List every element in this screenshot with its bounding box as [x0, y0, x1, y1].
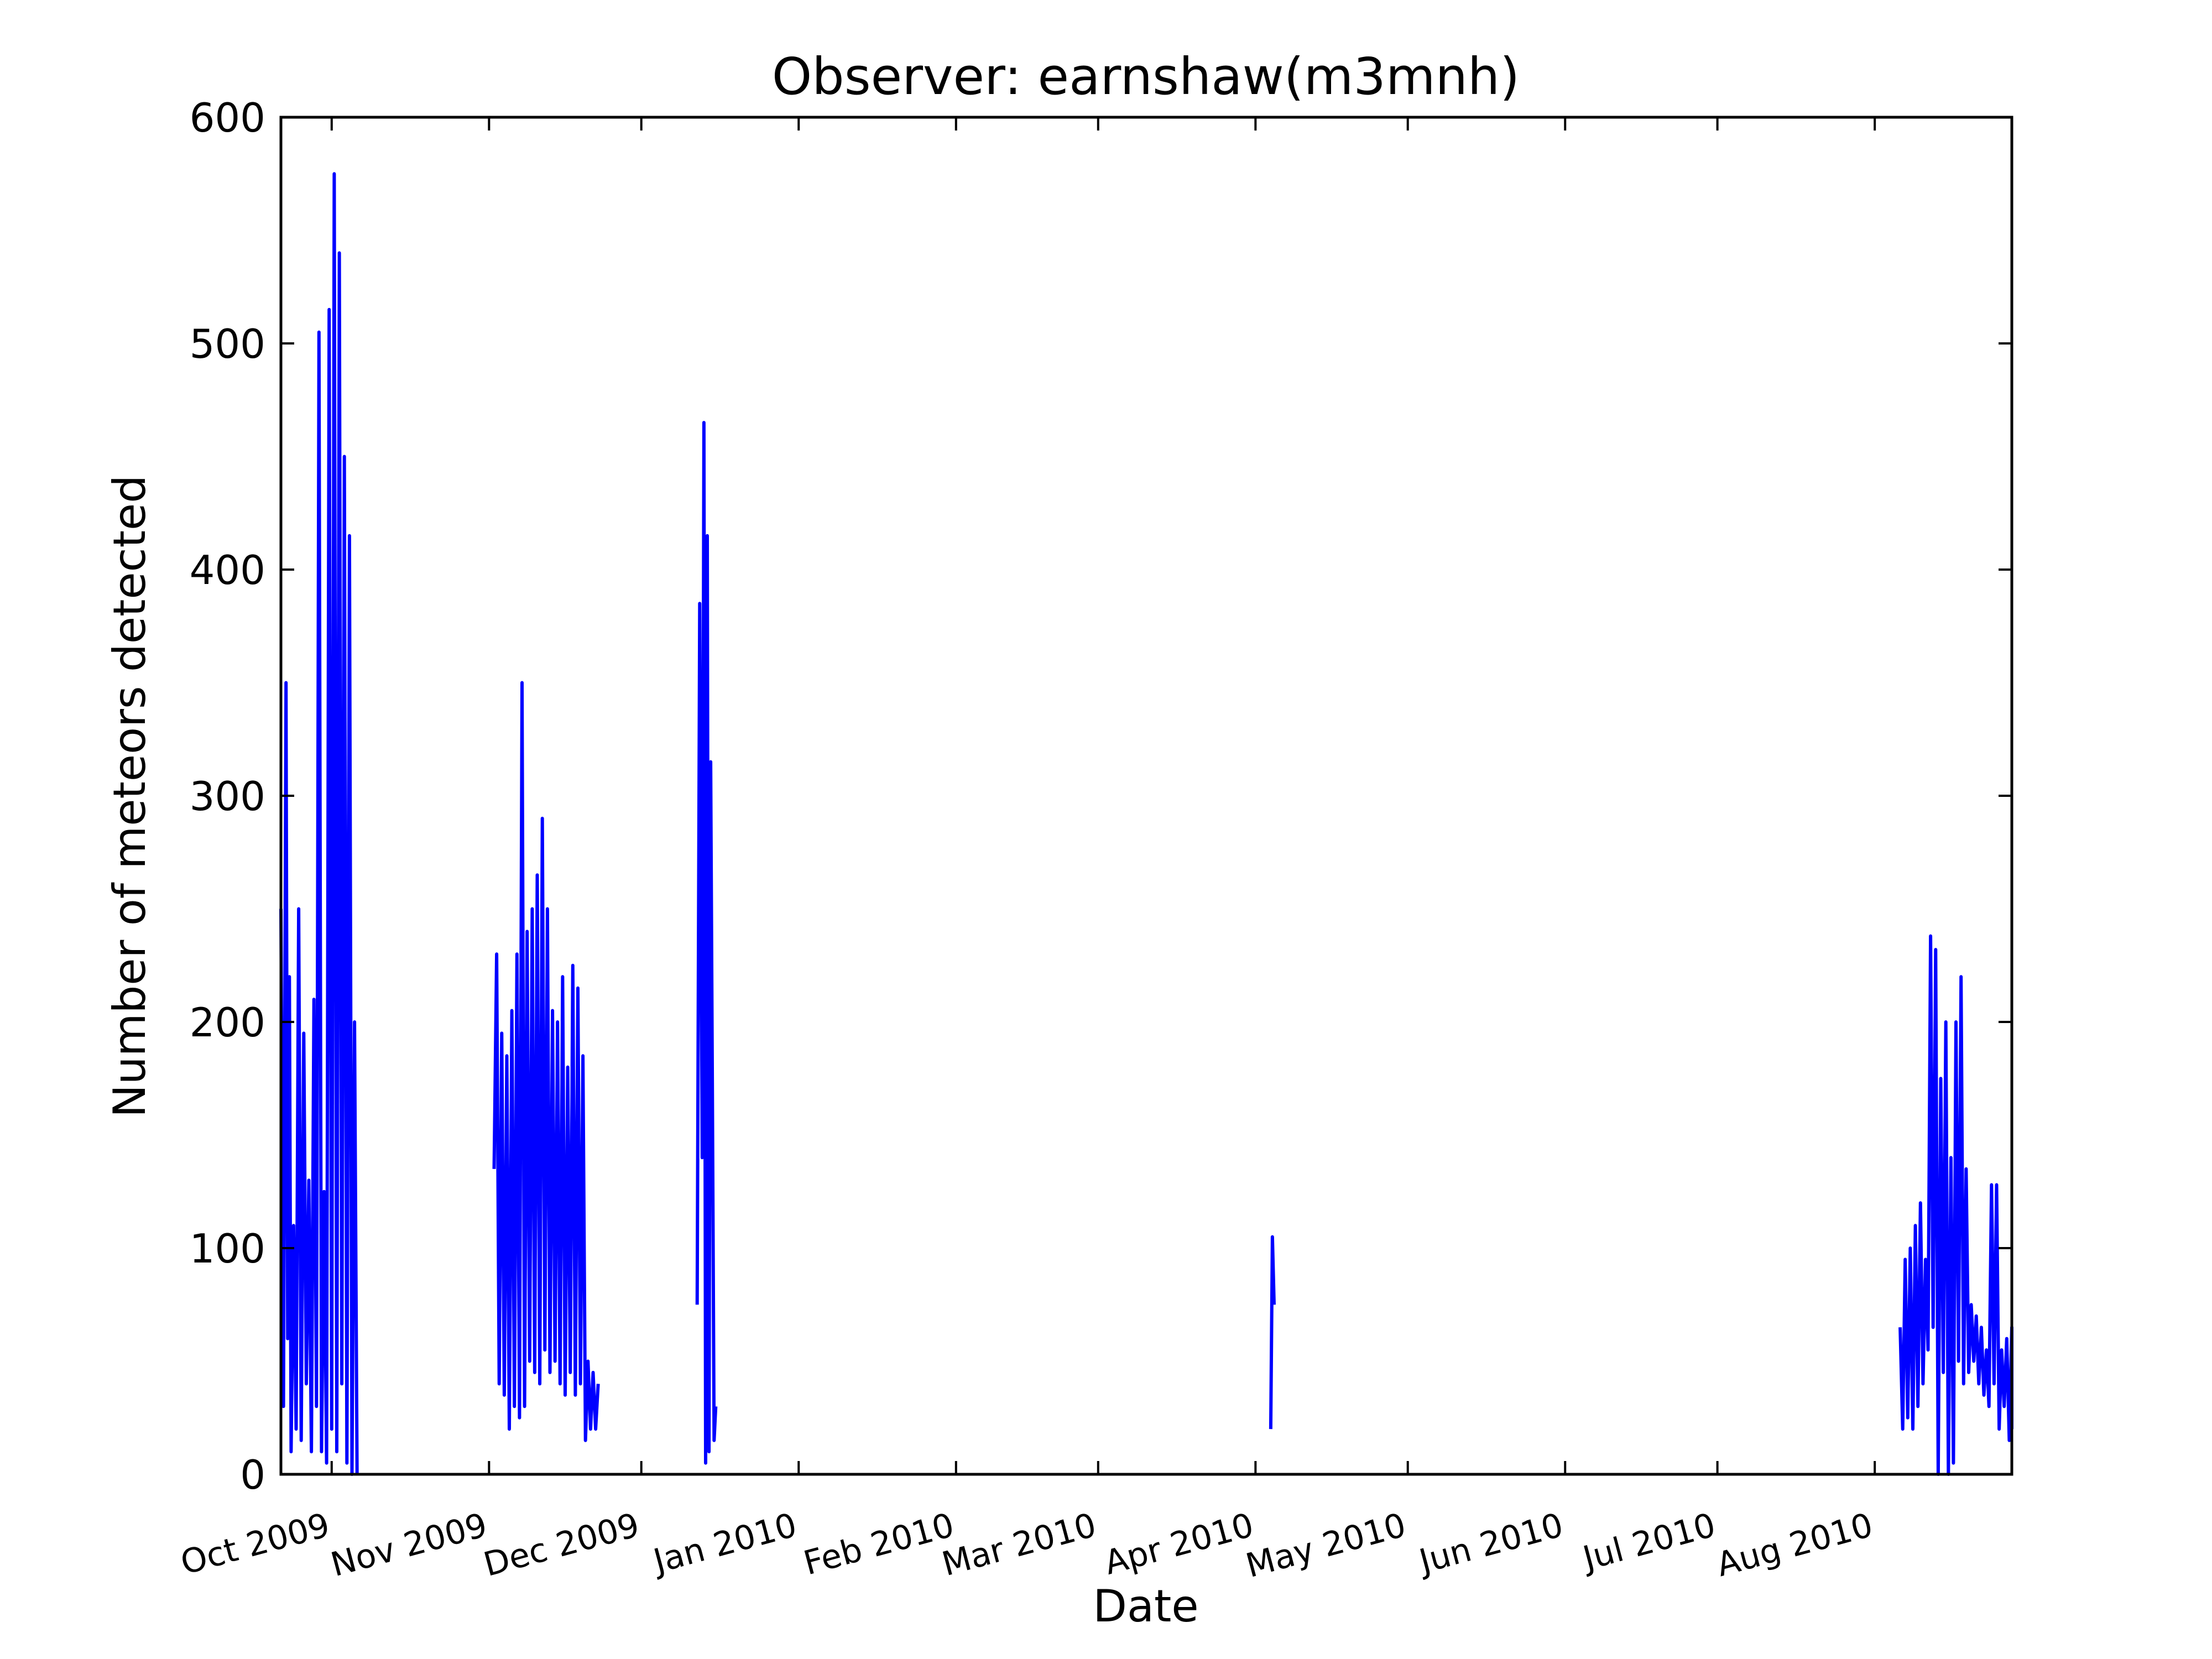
y-tick-label: 0 — [240, 1452, 265, 1498]
chart-title: Observer: earnshaw(m3mnh) — [772, 47, 1520, 106]
y-tick-label: 200 — [190, 999, 265, 1046]
data-line — [695, 421, 718, 1465]
data-line — [1898, 934, 2013, 1476]
y-axis: 0 100 200 300 400 500 600 — [190, 95, 2012, 1498]
x-axis-label: Date — [1093, 1580, 1198, 1632]
plot-frame — [279, 116, 2013, 1476]
data-line — [1269, 1235, 1276, 1430]
y-tick-label: 500 — [190, 321, 265, 367]
data-line — [279, 172, 359, 1476]
y-tick-label: 300 — [190, 773, 265, 820]
data-line — [492, 681, 600, 1442]
y-tick-label: 400 — [190, 547, 265, 593]
data-series-group — [279, 172, 2013, 1476]
y-tick-label: 100 — [190, 1225, 265, 1272]
y-axis-label: Number of meteors detected — [104, 475, 155, 1118]
y-tick-label: 600 — [190, 95, 265, 141]
